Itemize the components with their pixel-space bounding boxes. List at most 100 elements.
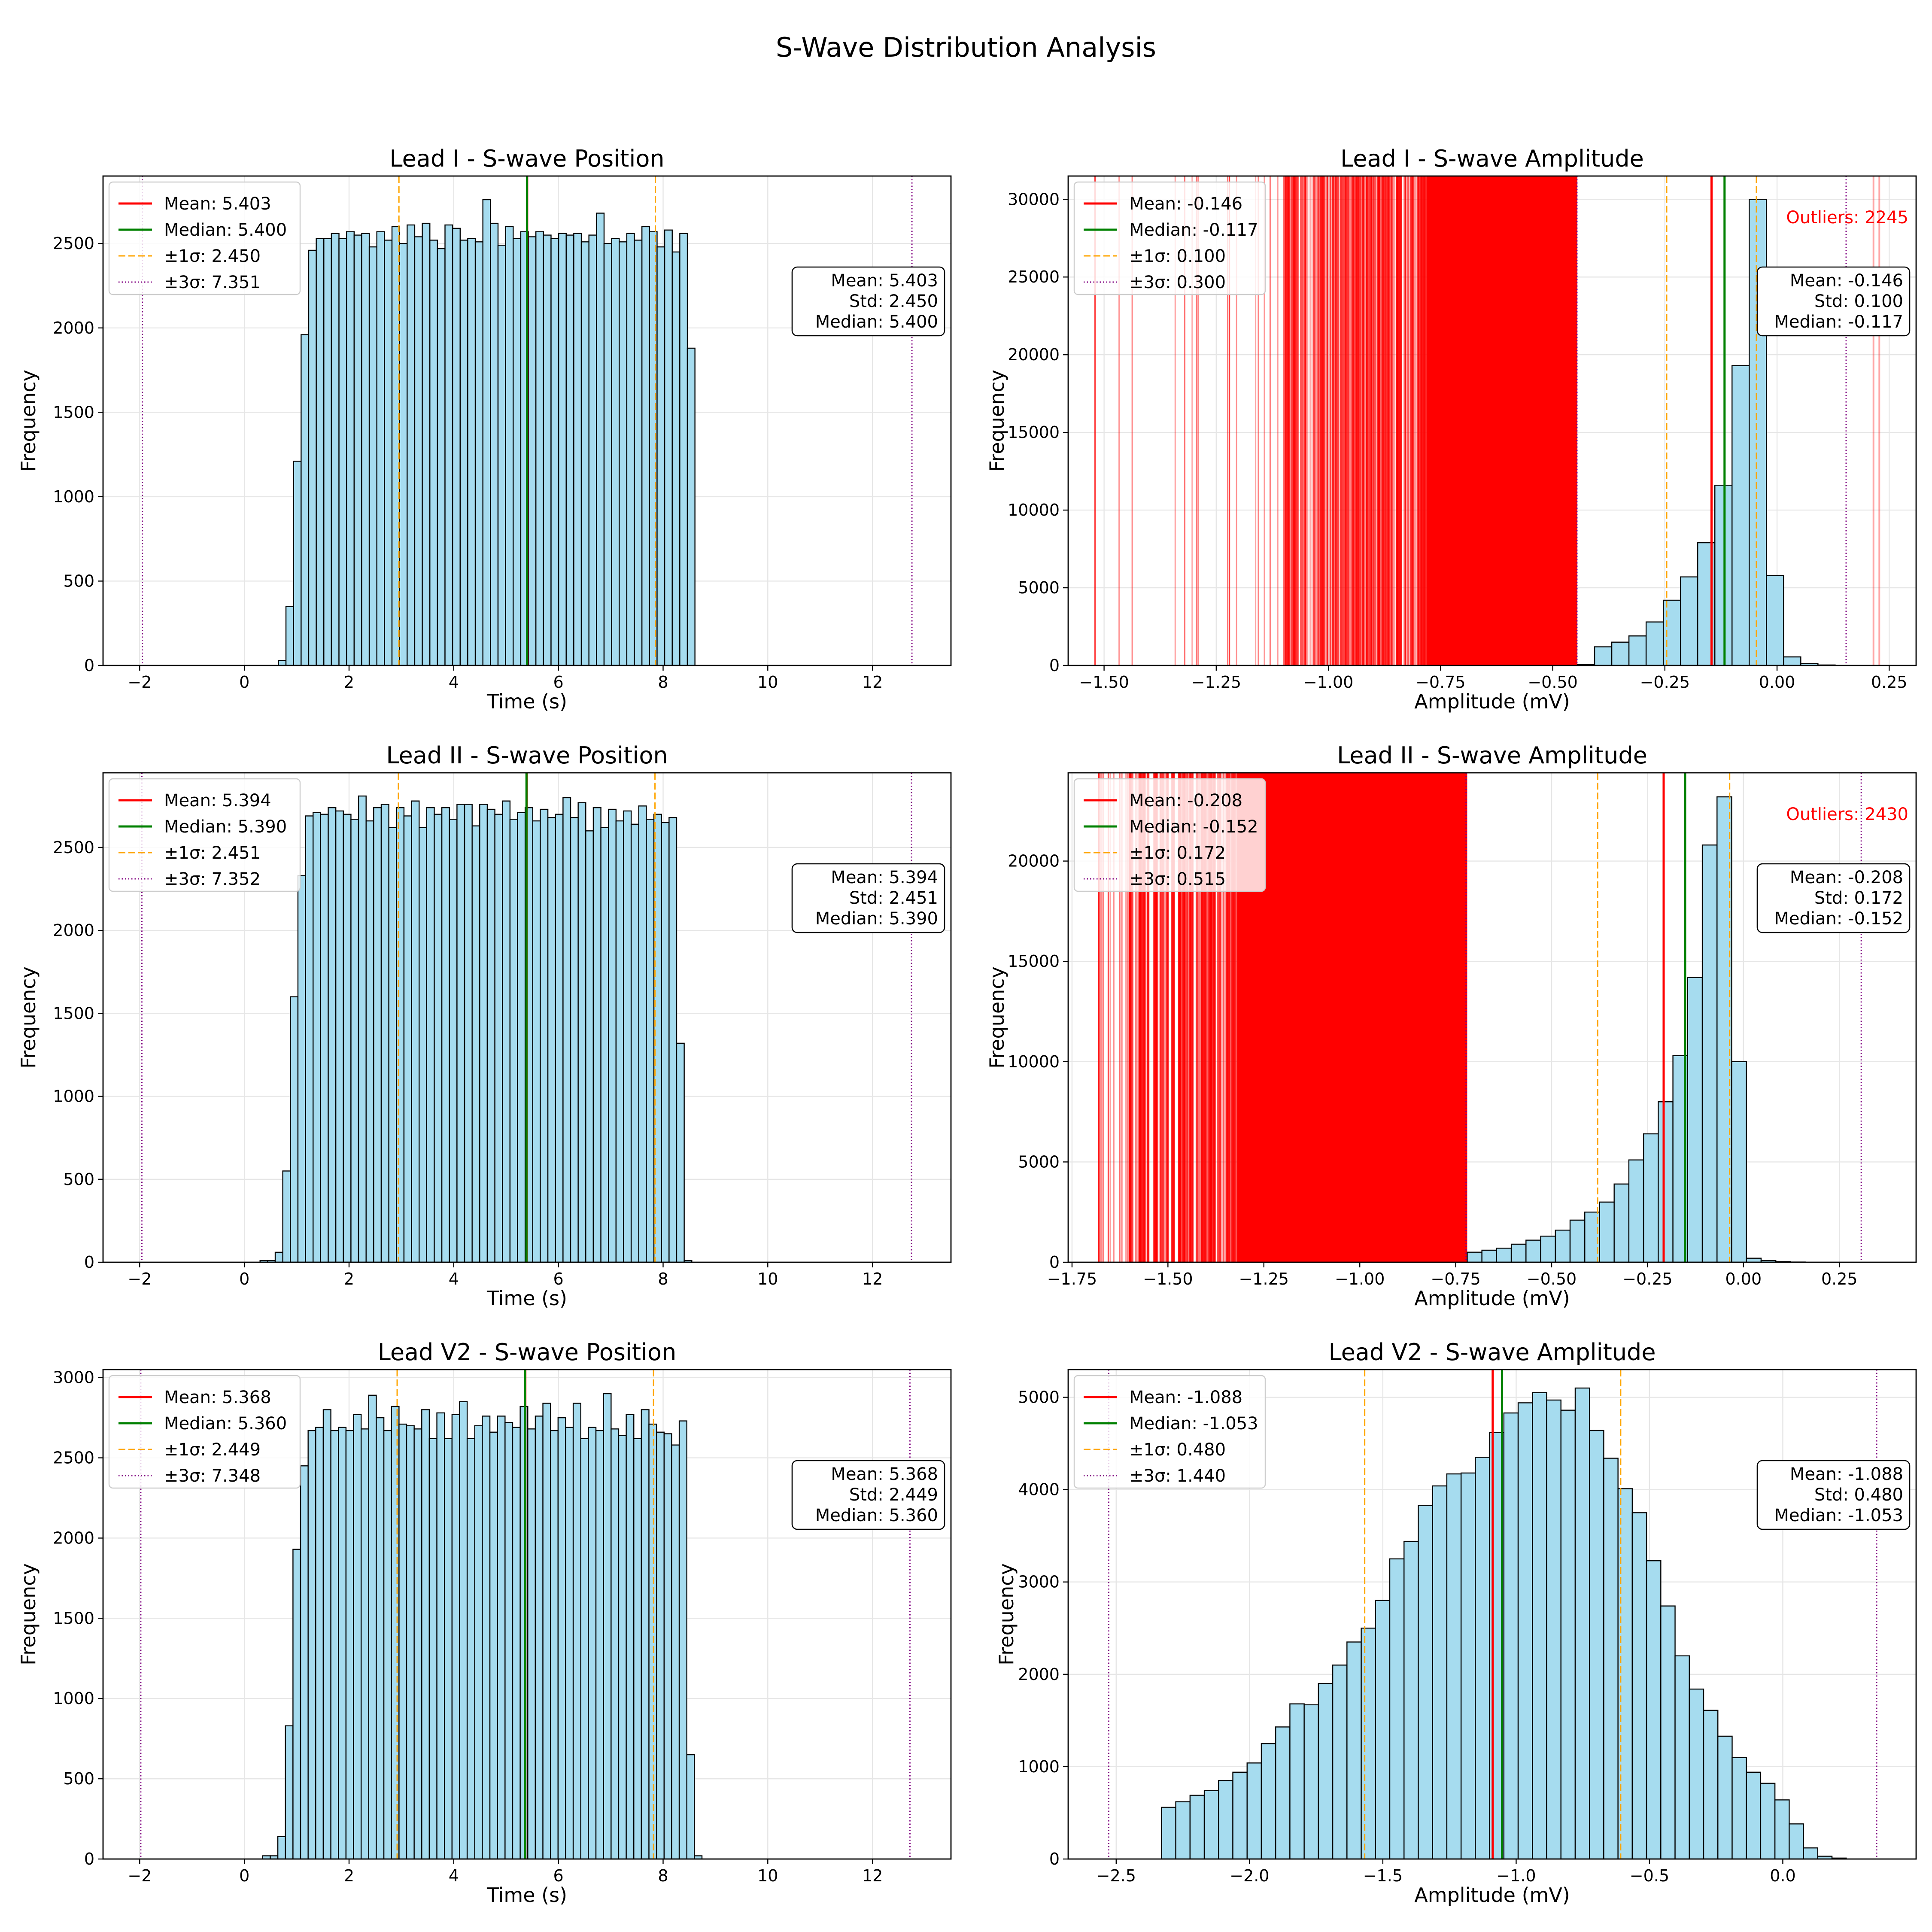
histogram-bar — [1540, 1236, 1556, 1262]
histogram-bar — [444, 224, 453, 665]
histogram-bar — [282, 1170, 291, 1262]
histogram-bar — [1289, 1703, 1305, 1859]
histogram-bar — [451, 1414, 460, 1859]
legend-entry: Mean: -0.208 — [1129, 791, 1242, 811]
stats-line: Median: -1.053 — [1774, 1506, 1903, 1525]
histogram-bar — [1611, 641, 1630, 665]
histogram-bar — [1218, 1780, 1233, 1859]
histogram-bar — [671, 251, 680, 665]
legend-box — [1073, 778, 1266, 892]
axes-frame — [102, 175, 952, 666]
histogram-bar — [459, 1401, 468, 1859]
chart-title: Lead V2 - S-wave Amplitude — [1328, 1339, 1656, 1366]
legend-entry: Mean: 5.403 — [164, 194, 271, 214]
histogram-bar — [350, 819, 359, 1262]
histogram-bar — [414, 236, 423, 665]
x-axis-label: Amplitude (mV) — [1414, 690, 1570, 713]
histogram-bar — [426, 807, 435, 1262]
x-tick-label: −0.75 — [1416, 673, 1465, 692]
histogram-bar — [330, 1430, 339, 1859]
histogram-bar — [648, 1423, 657, 1859]
histogram-bar — [1701, 844, 1718, 1262]
histogram-bars — [278, 199, 696, 665]
legend-entry: Mean: 5.394 — [164, 791, 271, 811]
y-tick-label: 10000 — [1008, 1052, 1060, 1071]
histogram-bar — [464, 804, 473, 1262]
histogram-bar — [320, 814, 329, 1262]
x-tick-label: 10 — [757, 1270, 778, 1288]
histogram-bar — [338, 1427, 347, 1859]
histogram-bar — [383, 1430, 392, 1859]
histogram-bar — [376, 231, 385, 665]
histogram-bar — [1161, 1807, 1176, 1859]
histogram-bar — [1658, 1101, 1674, 1262]
y-tick-label: 1000 — [53, 1087, 94, 1106]
histogram-bar — [380, 804, 389, 1262]
histogram-bar — [588, 234, 597, 665]
histogram-bar — [1603, 1458, 1619, 1859]
histogram-bar — [474, 1425, 483, 1859]
histogram-bar — [482, 1416, 491, 1859]
histogram-bar — [398, 1423, 407, 1859]
y-tick-label: 500 — [63, 1170, 94, 1189]
histogram-bar — [1717, 1735, 1733, 1859]
y-tick-label: 20000 — [1008, 345, 1060, 364]
y-axis-label: Frequency — [985, 370, 1009, 472]
outlier-lines — [1094, 176, 1880, 665]
histogram-bar — [1680, 576, 1698, 665]
histogram-bar — [1662, 599, 1681, 665]
y-tick-label: 2000 — [53, 921, 94, 940]
x-tick-label: 0 — [239, 1270, 249, 1288]
histogram-bar — [290, 996, 299, 1262]
x-tick-label: 2 — [344, 1866, 354, 1885]
histogram-bars — [1161, 1387, 1847, 1859]
histogram-bar — [1643, 1133, 1659, 1262]
x-tick-label: −1.00 — [1303, 673, 1353, 692]
y-tick-label: 1500 — [53, 403, 94, 422]
histogram-bar — [600, 827, 609, 1262]
axes-frame — [102, 772, 952, 1263]
histogram-bar — [1560, 1410, 1576, 1859]
histogram-bar — [1467, 1252, 1482, 1262]
x-tick-label: −1.25 — [1191, 673, 1241, 692]
histogram-bar — [619, 241, 628, 665]
y-tick-label: 0 — [1049, 656, 1060, 675]
x-tick-label: −2 — [128, 673, 152, 692]
histogram-bar — [384, 240, 393, 665]
chart-panel-5: −2 0 2 4 6 8 10 12 0 500 1000 1500 2000 2500 3000 Lead … — [17, 1339, 952, 1907]
x-tick-label: −2 — [128, 1866, 152, 1885]
legend-box — [1073, 1375, 1266, 1489]
histogram-bar — [353, 234, 362, 665]
histogram-bar — [1714, 484, 1733, 665]
histogram-bar — [315, 1427, 324, 1859]
stats-box-frame — [791, 266, 945, 337]
histogram-bar — [459, 240, 468, 665]
histogram-bar — [494, 814, 503, 1262]
x-tick-label: 0.00 — [1759, 673, 1795, 692]
histogram-bar — [1475, 1457, 1490, 1859]
histogram-bar — [322, 1409, 331, 1859]
histogram-bar — [592, 807, 601, 1262]
histogram-bar — [1332, 1665, 1348, 1859]
chart-panel-3: −2 0 2 4 6 8 10 12 0 500 1000 1500 2000 2500 Lead II -… — [17, 742, 952, 1310]
stats-line: Mean: -0.146 — [1790, 271, 1903, 291]
histogram-bar — [391, 1406, 400, 1859]
histogram-bar — [555, 814, 564, 1262]
stats-line: Std: 0.172 — [1814, 888, 1903, 908]
x-tick-label: −1.50 — [1079, 673, 1129, 692]
x-tick-label: 0.0 — [1770, 1866, 1795, 1885]
histogram-bar — [1203, 1790, 1219, 1859]
histogram-bar — [278, 660, 287, 665]
legend: Mean: -0.208 Median: -0.152 ±1σ: 0.172 ±3σ:… — [1073, 778, 1266, 892]
y-tick-label: 30000 — [1008, 190, 1060, 209]
y-tick-label: 5000 — [1018, 578, 1060, 597]
histogram-bar — [557, 1417, 566, 1859]
x-tick-label: 2 — [344, 673, 354, 692]
stats-box-frame — [791, 863, 945, 933]
stats-line: Median: -0.152 — [1774, 909, 1903, 929]
histogram-bar — [608, 808, 617, 1262]
histogram-bar — [535, 1416, 544, 1859]
